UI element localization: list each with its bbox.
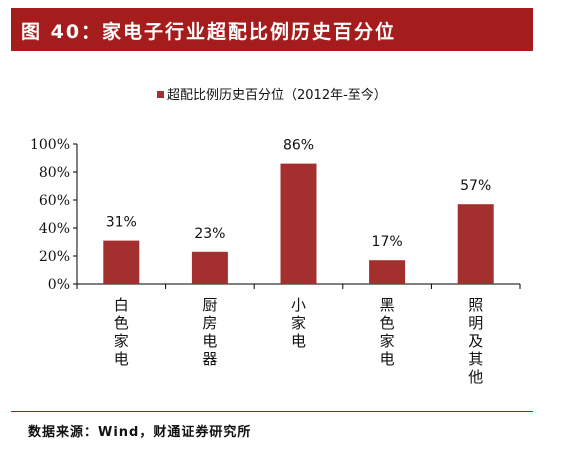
y-tick-label: 20% [39, 249, 70, 265]
legend-swatch [157, 91, 164, 98]
y-tick-label: 40% [39, 221, 70, 237]
title-bar: 图 40：家电子行业超配比例历史百分位 [11, 8, 533, 51]
bar-4 [369, 260, 406, 284]
bar-2 [191, 251, 228, 284]
bar-5 [457, 204, 494, 284]
bar-1 [103, 240, 140, 284]
y-tick-label: 100% [30, 137, 70, 153]
source-divider [11, 411, 533, 412]
y-tick-label: 0% [48, 277, 70, 293]
data-label: 17% [372, 234, 403, 250]
category-label: 白色家电 [114, 296, 129, 368]
y-tick-label: 80% [39, 165, 70, 181]
data-label: 31% [106, 215, 137, 231]
bar-3 [280, 163, 317, 284]
category-label: 小家电 [291, 296, 306, 350]
data-label: 57% [460, 178, 491, 194]
data-label: 23% [194, 226, 225, 242]
category-label: 黑色家电 [380, 296, 395, 368]
source-note: 数据来源：Wind，财通证券研究所 [28, 425, 252, 440]
chart-title: 图 40：家电子行业超配比例历史百分位 [21, 21, 397, 43]
y-tick-label: 60% [39, 193, 70, 209]
chart-axes: 0% 20% 40% 60% 80% 100% 白色家电 厨房电器 小家电 黑色家电 照明及其他 [30, 137, 521, 386]
category-label: 厨房电器 [202, 296, 217, 368]
category-label: 照明及其他 [468, 296, 483, 386]
legend-label: 超配比例历史百分位（2012年-至今） [167, 87, 387, 103]
chart-legend: 超配比例历史百分位（2012年-至今） [157, 87, 387, 103]
chart-bars: 31% 23% 86% 17% 57% [103, 138, 494, 284]
data-label: 86% [283, 138, 314, 154]
